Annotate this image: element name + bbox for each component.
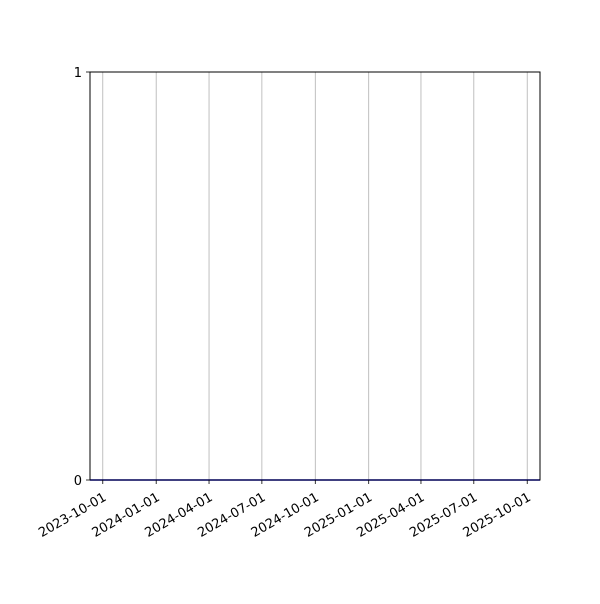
y-tick-label: 1 (74, 66, 82, 81)
x-axis: 2023-10-012024-01-012024-04-012024-07-01… (36, 480, 534, 541)
y-tick-label: 0 (74, 474, 82, 489)
y-axis: 01 (74, 66, 90, 489)
grid (102, 72, 528, 480)
